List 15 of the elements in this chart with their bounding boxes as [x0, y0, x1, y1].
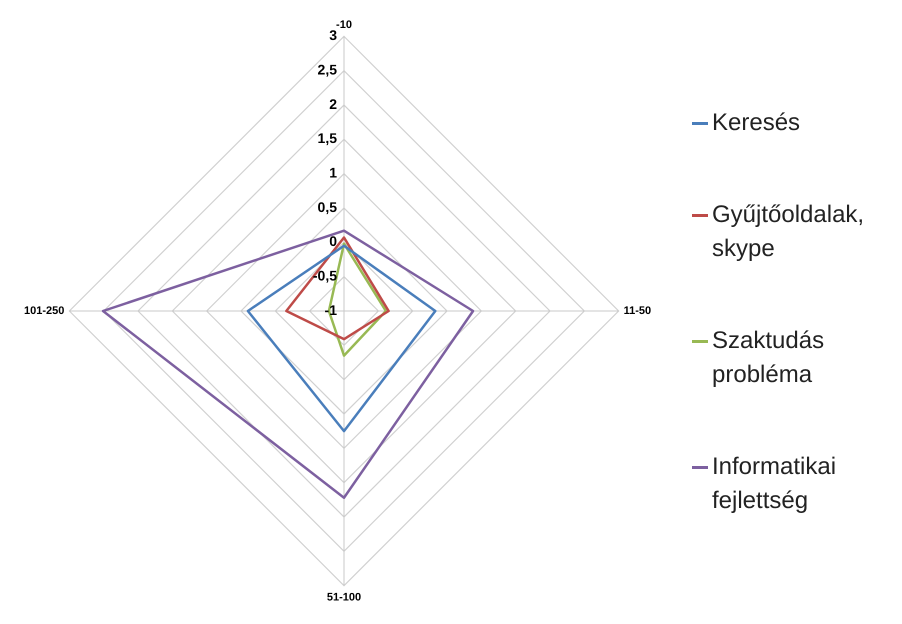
legend-label: Gyűjtőoldalak, skype [712, 200, 866, 264]
spoke-label: 101-250 [24, 305, 64, 318]
y-tick-label: 2 [329, 96, 338, 112]
y-tick-label: 1 [329, 164, 338, 181]
legend-label: Informatikai fejlettség [712, 452, 838, 516]
spoke-label: 11-50 [624, 305, 652, 318]
legend-label: Keresés [712, 108, 800, 138]
y-tick-label: 1,5 [318, 130, 338, 146]
y-tick-label: 3 [329, 27, 338, 44]
spoke-label: -10 [336, 18, 352, 31]
y-tick-label: 2,5 [318, 62, 338, 78]
y-tick-label: 0,5 [318, 198, 338, 215]
legend-label: Szaktudás probléma [712, 326, 826, 390]
y-tick-label: 0 [329, 233, 338, 250]
spoke-label: 51-100 [326, 591, 362, 604]
